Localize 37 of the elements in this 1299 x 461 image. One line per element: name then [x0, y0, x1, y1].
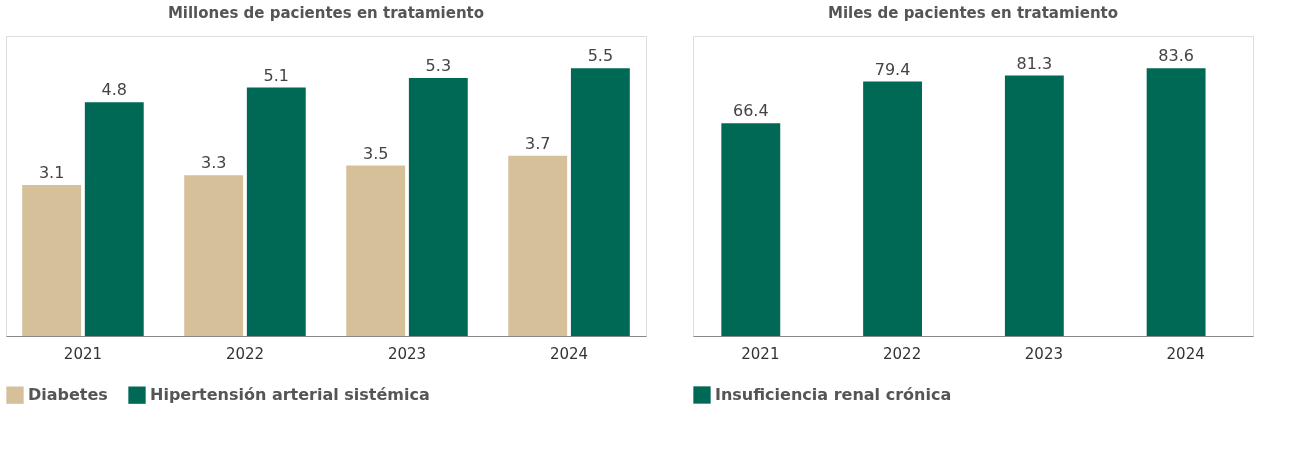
data-label: 83.6: [1158, 46, 1194, 66]
bar: [1004, 75, 1064, 336]
chart-title: Millones de pacientes en tratamiento: [167, 4, 485, 22]
data-label: 3.1: [38, 163, 65, 183]
chart-title: Miles de pacientes en tratamiento: [827, 4, 1119, 22]
bar: [570, 68, 630, 336]
data-label: 5.3: [425, 55, 452, 75]
x-tick-label: 2022: [225, 344, 265, 363]
bar: [346, 165, 406, 336]
bar: [1146, 68, 1206, 336]
data-label: 66.4: [732, 101, 769, 121]
data-label: 3.7: [524, 133, 551, 153]
data-label: 5.1: [263, 65, 290, 85]
legend-label: Diabetes: [28, 385, 108, 405]
legend-label: Hipertensión arterial sistémica: [150, 385, 430, 405]
data-label: 3.3: [200, 153, 227, 173]
x-tick-label: 2024: [549, 344, 589, 363]
bar: [408, 77, 468, 336]
data-label: 3.5: [362, 143, 389, 163]
x-tick-label: 2021: [63, 344, 103, 363]
data-label: 81.3: [1016, 53, 1053, 73]
bar: [863, 81, 923, 336]
bar: [184, 175, 244, 336]
bar: [508, 155, 568, 336]
bar: [246, 87, 306, 336]
data-label: 5.5: [587, 46, 614, 66]
legend-label: Insuficiencia renal crónica: [715, 385, 952, 404]
x-tick-label: 2022: [883, 344, 922, 363]
x-tick-label: 2024: [1166, 344, 1205, 363]
bar: [84, 102, 144, 336]
data-label: 79.4: [874, 59, 911, 79]
data-label: 4.8: [101, 80, 128, 100]
bar: [721, 123, 781, 336]
x-tick-label: 2021: [741, 344, 780, 363]
bar: [22, 185, 82, 336]
x-tick-label: 2023: [387, 344, 427, 363]
x-tick-label: 2023: [1024, 344, 1063, 363]
